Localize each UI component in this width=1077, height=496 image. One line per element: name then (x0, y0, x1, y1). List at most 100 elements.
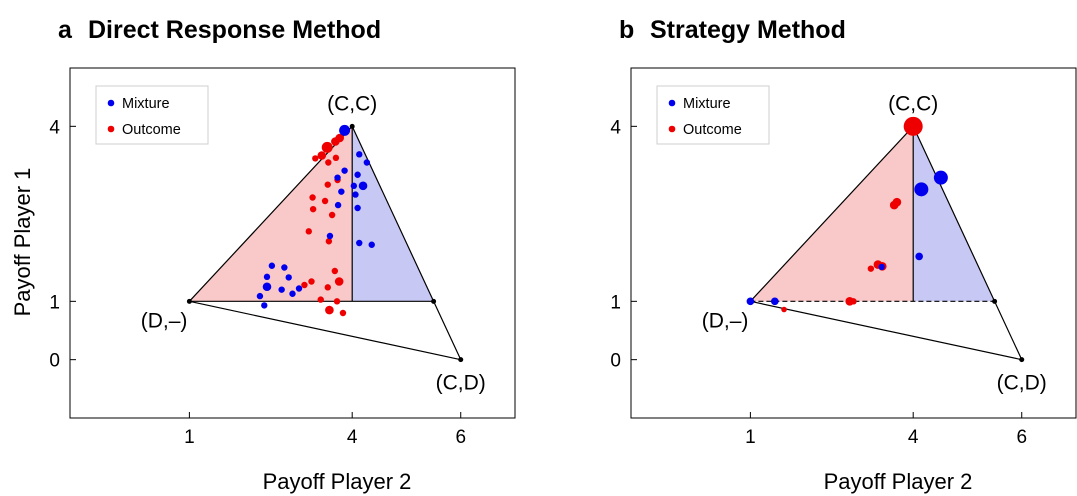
y-tick-label: 1 (49, 292, 60, 313)
outcome-point (334, 277, 344, 286)
mixture-point (289, 290, 296, 297)
y-tick-label: 1 (610, 292, 621, 313)
outcome-point (301, 281, 308, 289)
vertex-label: (C,C) (327, 92, 377, 115)
edge-d-cc (749, 125, 914, 302)
mixture-point (356, 239, 363, 247)
edge-d-cd (750, 300, 1022, 361)
mixture-point (358, 181, 368, 191)
outcome-point (309, 205, 317, 213)
x-tick-label: 4 (347, 427, 358, 448)
mixture-point (256, 292, 264, 300)
mixture-point (339, 124, 351, 136)
vertex-dot (1019, 357, 1025, 363)
y-tick-label: 0 (610, 351, 621, 372)
outcome-point (325, 305, 334, 315)
edge-d-cd (189, 300, 461, 361)
vertex-label: (C,D) (436, 372, 486, 395)
outcome-point (317, 151, 327, 160)
mixture-point (363, 159, 371, 166)
edge-cc-cd (351, 126, 462, 360)
legend-label: Mixture (683, 96, 731, 112)
vertex-dot (458, 357, 464, 363)
mixture-point (281, 264, 288, 271)
vertex-dot (992, 298, 998, 304)
outcome-point (867, 265, 875, 272)
outcome-point (325, 238, 333, 245)
mixture-point (295, 285, 303, 292)
legend-marker (668, 125, 676, 133)
mixture-point (262, 282, 272, 292)
legend-marker (107, 125, 115, 133)
outcome-point (312, 155, 319, 162)
vertex-dot (431, 298, 437, 304)
outcome-point (331, 137, 340, 146)
mixture-point (268, 262, 276, 269)
edge-cc-cd (912, 126, 1023, 360)
outcome-point (333, 298, 341, 305)
mixture-point (352, 191, 359, 198)
outcome-point (332, 154, 340, 162)
mixture-point (326, 232, 334, 240)
plot-area-a: (C,C) (D,–) (C,D) 1 4 6 0 1 4 Mixture Outcome (49, 67, 516, 448)
vertex-label: (D,–) (702, 309, 749, 332)
x-tick-label: 6 (455, 427, 466, 448)
mixture-point (746, 297, 755, 306)
mixture-point (278, 286, 285, 293)
legend-marker (107, 99, 115, 107)
outcome-point (324, 181, 331, 188)
mixture-point (354, 204, 361, 212)
vertex-dot (349, 123, 355, 129)
legend-box (95, 85, 209, 145)
outcome-point (903, 116, 923, 136)
outcome-point (781, 306, 787, 313)
outcome-point (308, 278, 315, 285)
x-tick-label: 1 (745, 427, 756, 448)
y-tick-label: 4 (49, 117, 60, 138)
mixture-point (878, 263, 885, 271)
vertex-label: (C,C) (888, 92, 938, 115)
outcome-point (889, 200, 899, 210)
outcome-point (328, 211, 336, 219)
panel-a-xlabel: Payoff Player 2 (263, 469, 412, 494)
y-tick-label: 0 (49, 351, 60, 372)
outcome-point (305, 228, 312, 235)
plot-frame (69, 67, 516, 419)
mixture-point (334, 201, 342, 209)
panel-b-xlabel: Payoff Player 2 (824, 469, 973, 494)
mixture-point (914, 182, 929, 197)
outcome-point (317, 296, 324, 303)
panel-b-letter: b (619, 16, 634, 44)
legend-label: Mixture (122, 96, 170, 112)
panel-b: b Strategy Method (C,C) (D,–) (C,D) 1 4 6 0 1 4 M… (610, 16, 1077, 494)
outcome-point (331, 267, 339, 275)
y-tick-label: 4 (610, 117, 621, 138)
plot-area-b: (C,C) (D,–) (C,D) 1 4 6 0 1 4 Mixture Outcome (610, 67, 1077, 448)
outcome-point (324, 284, 331, 291)
legend-box (656, 85, 770, 145)
x-tick-label: 6 (1016, 427, 1027, 448)
mixture-point (915, 252, 923, 261)
mixture-point (341, 167, 348, 174)
outcome-point (850, 298, 857, 305)
outcome-point (309, 194, 316, 201)
vertex-label: (D,–) (141, 309, 188, 332)
mixture-point (263, 273, 271, 281)
legend-marker (668, 99, 676, 107)
mixture-point (350, 182, 358, 190)
vertex-dot (186, 298, 192, 304)
outcome-point (321, 141, 333, 153)
panel-a-ylabel: Payoff Player 1 (10, 168, 35, 317)
mixture-point (285, 274, 292, 281)
plot-frame (630, 67, 1077, 419)
outcome-point (321, 197, 329, 205)
outcome-point (325, 159, 332, 166)
mixture-point (356, 151, 363, 158)
panel-a: a Direct Response Method (C,C) (D,–) (C,D)… (10, 16, 516, 494)
legend-label: Outcome (122, 122, 181, 138)
outcome-point (339, 309, 347, 317)
x-tick-label: 1 (184, 427, 195, 448)
mixture-point (354, 171, 361, 178)
legend-label: Outcome (683, 122, 742, 138)
